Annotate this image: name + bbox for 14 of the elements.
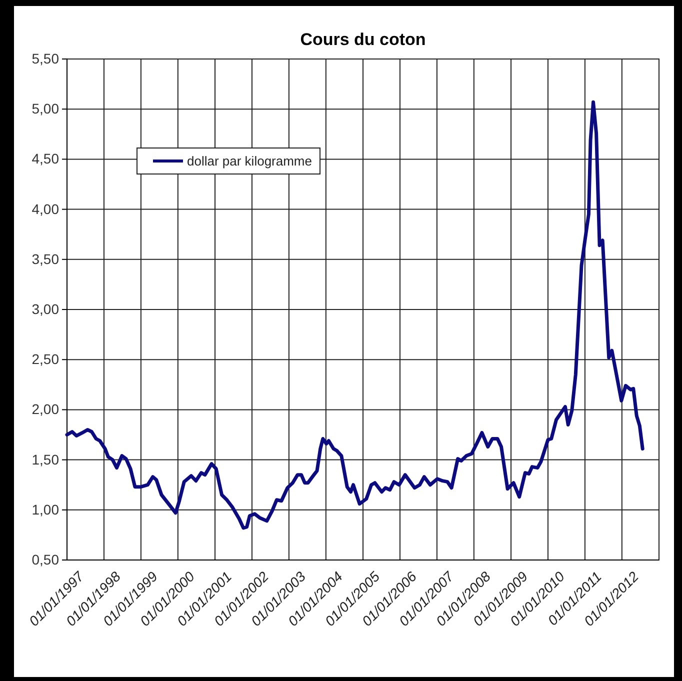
y-tick-label: 1,50 [32, 451, 60, 468]
y-tick-label: 3,00 [32, 300, 60, 317]
chart-title: Cours du coton [300, 30, 426, 49]
y-tick-label: 0,50 [32, 551, 60, 568]
y-tick-label: 2,50 [32, 351, 60, 368]
y-tick-label: 1,00 [32, 501, 60, 518]
legend-label: dollar par kilogramme [187, 154, 312, 169]
y-tick-label: 5,00 [32, 100, 60, 117]
y-tick-label: 4,00 [32, 200, 60, 217]
y-tick-label: 3,50 [32, 250, 60, 267]
y-tick-label: 4,50 [32, 150, 60, 167]
line-series [65, 100, 644, 530]
y-tick-label: 5,50 [32, 50, 60, 66]
y-tick-label: 2,00 [32, 401, 60, 418]
